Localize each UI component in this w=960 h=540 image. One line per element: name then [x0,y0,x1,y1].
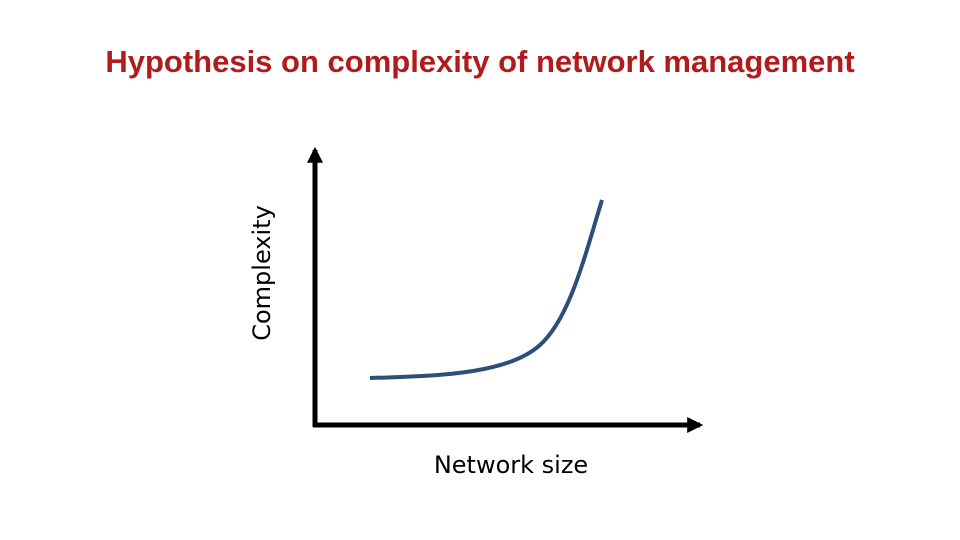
x-axis-label: Network size [434,451,588,479]
curve [369,199,604,380]
y-axis-label: Complexity [248,205,276,341]
title: Hypothesis on complexity of network mana… [105,44,854,79]
